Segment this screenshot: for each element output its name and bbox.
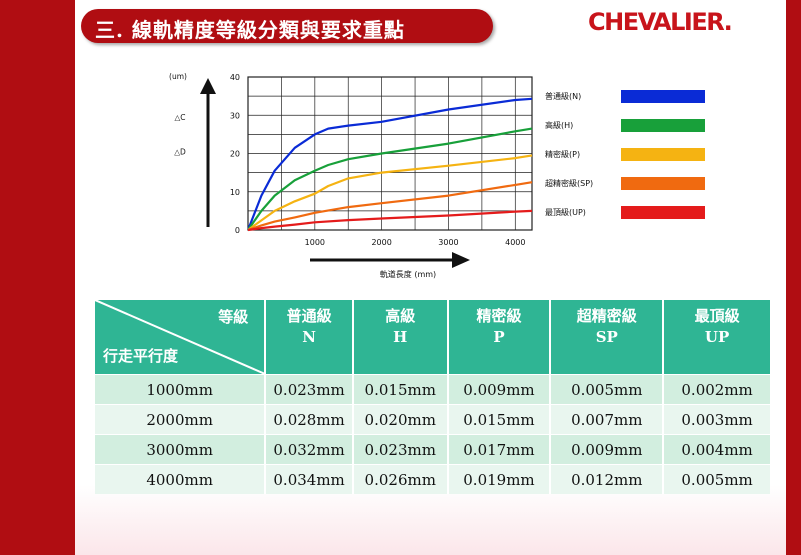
legend-label-3: 超精密級(SP) xyxy=(545,178,593,188)
row-length-cell: 3000mm xyxy=(95,434,267,464)
parallelism-value-cell: 0.028mm xyxy=(266,404,354,434)
parallelism-value-cell: 0.005mm xyxy=(664,464,770,494)
y-tick-label: 30 xyxy=(230,111,240,120)
y-side-label: △C xyxy=(174,113,185,122)
column-header-sp: 超精密級 SP xyxy=(551,300,665,374)
x-tick-label: 4000 xyxy=(505,238,525,247)
y-tick-label: 10 xyxy=(230,188,240,197)
parallelism-value-cell: 0.023mm xyxy=(266,374,354,404)
accuracy-table: 等級 行走平行度 普通級 N 高級 H 精密級 P 超精密級 SP 最頂級 UP 1000mm 0.… xyxy=(95,300,770,494)
column-grade-code: UP xyxy=(704,328,730,346)
chart-grid xyxy=(247,76,533,231)
section-title-banner: 三. 線軌精度等級分類與要求重點 xyxy=(81,9,493,43)
right-side-bar xyxy=(786,0,801,555)
legend-swatch-0 xyxy=(621,90,705,103)
legend-label-4: 最頂級(UP) xyxy=(545,207,586,217)
column-grade-code: H xyxy=(393,328,408,346)
parallelism-value-cell: 0.034mm xyxy=(266,464,354,494)
series-line-4 xyxy=(247,209,533,232)
left-side-bar xyxy=(0,0,75,555)
series-line-3 xyxy=(247,181,533,232)
legend-label-0: 普通級(N) xyxy=(545,91,581,101)
chart-axes xyxy=(200,78,470,268)
column-header-up: 最頂級 UP xyxy=(664,300,770,374)
x-tick-label: 3000 xyxy=(438,238,458,247)
parallelism-value-cell: 0.003mm xyxy=(664,404,770,434)
parallelism-value-cell: 0.004mm xyxy=(664,434,770,464)
parallelism-value-cell: 0.012mm xyxy=(551,464,665,494)
column-grade-name: 普通級 xyxy=(286,307,332,325)
bottom-gradient xyxy=(75,485,786,555)
legend-swatch-1 xyxy=(621,119,705,132)
parallelism-value-cell: 0.007mm xyxy=(551,404,665,434)
column-grade-name: 高級 xyxy=(385,307,416,325)
chart-legend: 普通級(N) 高級(H) 精密級(P) 超精密級(SP) 最頂級(UP) xyxy=(545,90,705,219)
column-grade-name: 最頂級 xyxy=(694,307,740,325)
legend-swatch-3 xyxy=(621,177,705,190)
parallelism-value-cell: 0.032mm xyxy=(266,434,354,464)
y-axis-arrowhead xyxy=(200,78,216,94)
table-row: 1000mm 0.023mm 0.015mm 0.009mm 0.005mm 0.002m… xyxy=(95,374,770,404)
table-body: 1000mm 0.023mm 0.015mm 0.009mm 0.005mm 0.002m… xyxy=(95,374,770,494)
x-axis-label: 軌道長度 (mm) xyxy=(380,269,436,279)
column-grade-code: P xyxy=(493,328,505,346)
row-length-cell: 4000mm xyxy=(95,464,267,494)
table-row: 2000mm 0.028mm 0.020mm 0.015mm 0.007mm 0.003m… xyxy=(95,404,770,434)
legend-swatch-2 xyxy=(621,148,705,161)
parallelism-value-cell: 0.005mm xyxy=(551,374,665,404)
table-header-row: 等級 行走平行度 普通級 N 高級 H 精密級 P 超精密級 SP 最頂級 UP xyxy=(95,300,770,374)
table-row: 3000mm 0.032mm 0.023mm 0.017mm 0.009mm 0.004m… xyxy=(95,434,770,464)
y-tick-label: 20 xyxy=(230,150,240,159)
y-tick-label: 0 xyxy=(235,226,240,235)
column-grade-code: SP xyxy=(595,328,618,346)
x-tick-label: 2000 xyxy=(371,238,391,247)
parallelism-value-cell: 0.020mm xyxy=(353,404,449,434)
x-tick-label: 1000 xyxy=(305,238,325,247)
series-line-1 xyxy=(247,127,533,231)
series-line-0 xyxy=(246,97,533,231)
legend-label-1: 高級(H) xyxy=(545,120,573,130)
parallelism-value-cell: 0.015mm xyxy=(448,404,552,434)
row-length-cell: 2000mm xyxy=(95,404,267,434)
corner-label-grade: 等級 xyxy=(218,308,249,326)
y-tick-label: 40 xyxy=(230,73,240,82)
column-grade-code: N xyxy=(302,328,316,346)
column-header-n: 普通級 N xyxy=(266,300,354,374)
series-line-2 xyxy=(247,154,533,231)
table-corner-cell: 等級 行走平行度 xyxy=(95,300,267,374)
y-axis-label: (um) xyxy=(169,72,187,81)
column-header-h: 高級 H xyxy=(353,300,449,374)
table-row: 4000mm 0.034mm 0.026mm 0.019mm 0.012mm 0.005m… xyxy=(95,464,770,494)
parallelism-value-cell: 0.002mm xyxy=(664,374,770,404)
y-side-label: △D xyxy=(174,148,186,157)
parallelism-value-cell: 0.009mm xyxy=(551,434,665,464)
column-grade-name: 超精密級 xyxy=(576,307,637,325)
legend-label-2: 精密級(P) xyxy=(545,149,580,159)
corner-label-parallelism: 行走平行度 xyxy=(103,347,179,365)
chart-series-lines xyxy=(246,97,533,232)
brand-logo: CHEVALIER. xyxy=(588,8,733,36)
row-length-cell: 1000mm xyxy=(95,374,267,404)
parallelism-value-cell: 0.019mm xyxy=(448,464,552,494)
column-grade-name: 精密級 xyxy=(476,307,522,325)
section-title: 三. 線軌精度等級分類與要求重點 xyxy=(95,18,405,42)
parallelism-value-cell: 0.017mm xyxy=(448,434,552,464)
parallelism-value-cell: 0.023mm xyxy=(353,434,449,464)
chart-tick-labels: 0 10 20 30 40 1000 2000 3000 4000 (um) △C △D 軌道長度 (m… xyxy=(169,72,525,279)
column-header-p: 精密級 P xyxy=(448,300,552,374)
accuracy-chart: 0 10 20 30 40 1000 2000 3000 4000 (um) △C △D 軌道長度 (m… xyxy=(169,72,705,279)
parallelism-value-cell: 0.009mm xyxy=(448,374,552,404)
legend-swatch-4 xyxy=(621,206,705,219)
diagonal-divider xyxy=(95,300,265,374)
x-axis-arrowhead xyxy=(452,252,470,268)
parallelism-value-cell: 0.015mm xyxy=(353,374,449,404)
parallelism-value-cell: 0.026mm xyxy=(353,464,449,494)
